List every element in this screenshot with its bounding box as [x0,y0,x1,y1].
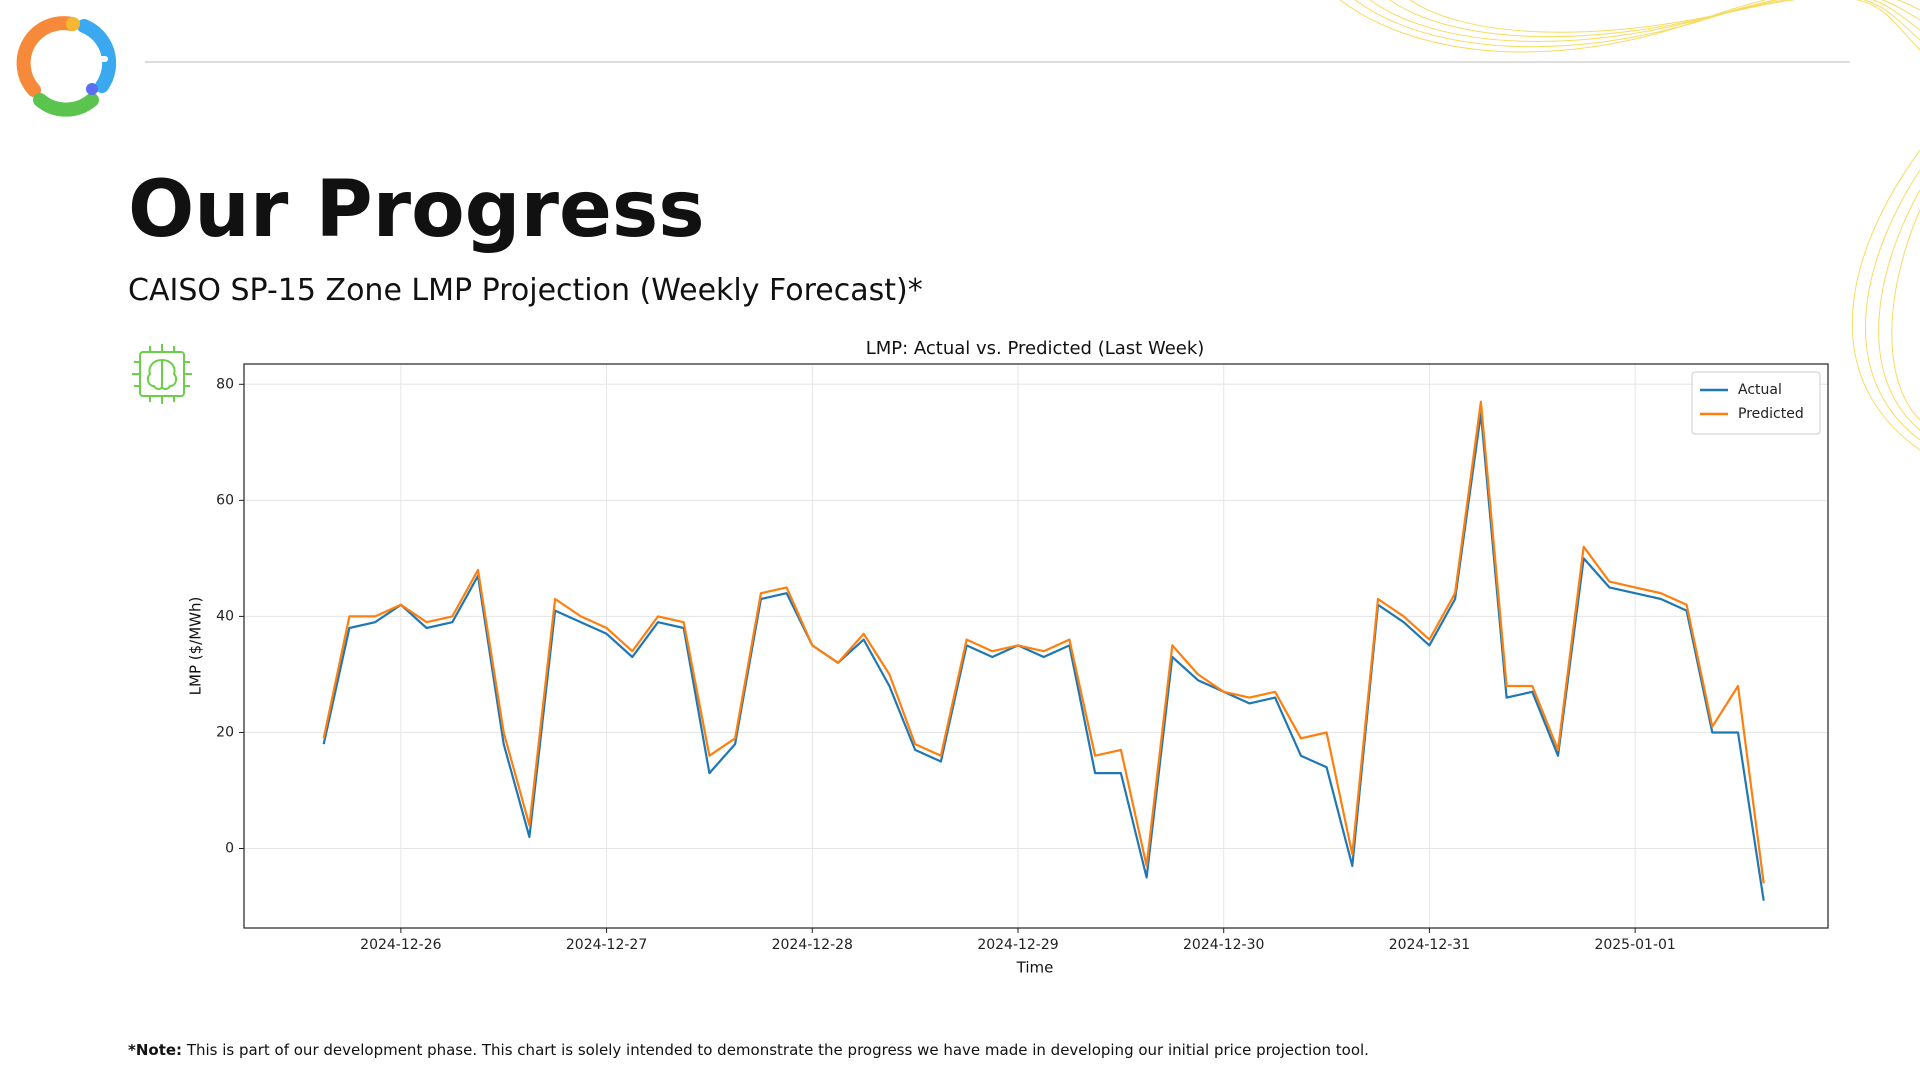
legend-label: Predicted [1738,406,1804,422]
plot-frame [243,363,1829,929]
legend: Actual Predicted [1691,371,1821,435]
legend-label: Actual [1738,382,1782,398]
y-tick-label: 20 [216,724,234,740]
x-tick-label: 2024-12-30 [1183,937,1264,953]
y-tick-label: 80 [216,376,234,392]
decoration [1339,0,1920,451]
y-tick-label: 0 [225,841,234,857]
footnote: *Note: This is part of our development p… [128,1041,1369,1059]
x-tick-label: 2024-12-27 [566,937,647,953]
y-axis-label: LMP ($/MWh) [187,597,205,696]
x-tick-label: 2024-12-29 [977,937,1058,953]
page-subtitle: CAISO SP-15 Zone LMP Projection (Weekly … [128,273,923,308]
line-series [322,412,1765,901]
brain-icon [132,344,192,404]
footnote-text: This is part of our development phase. T… [186,1041,1369,1059]
chart-title: LMP: Actual vs. Predicted (Last Week) [866,338,1205,359]
x-tick-label: 2025-01-01 [1594,937,1675,953]
y-tick-label: 40 [216,608,234,624]
x-axis-label: Time [1016,959,1054,977]
x-tick-label: 2024-12-31 [1389,937,1470,953]
legend-box [1691,371,1821,435]
x-tick-label: 2024-12-28 [772,937,853,953]
page-title: Our Progress [128,165,705,255]
y-tick-label: 60 [216,492,234,508]
footnote-label: *Note: [128,1041,182,1059]
plot: 0 20 40 60 80 2024-12-26 2024-12-27 2024-12-28 2… [216,363,1829,953]
x-tick-label: 2024-12-26 [360,937,441,953]
line-series [322,400,1765,884]
logo [16,16,117,117]
